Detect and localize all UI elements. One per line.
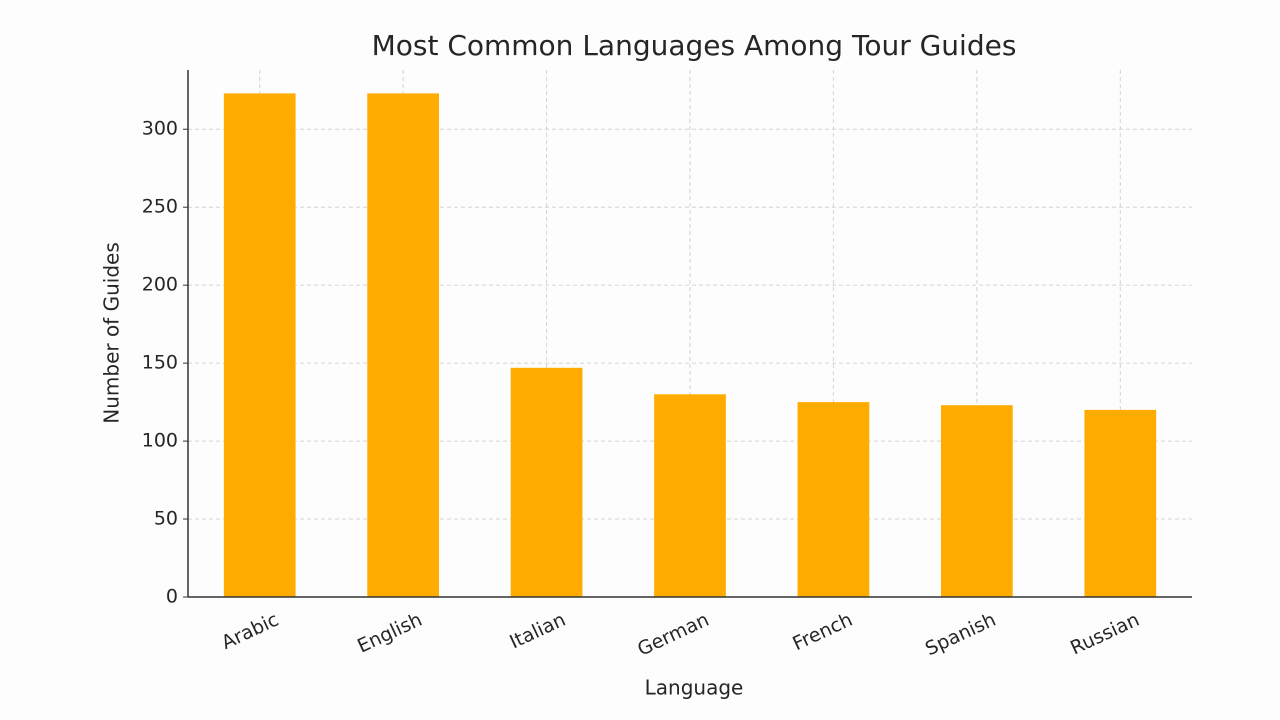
bar [797,402,870,597]
y-tick-label: 50 [154,508,178,530]
x-tick-label: Arabic [218,609,282,654]
x-tick-label: French [789,609,856,656]
x-tick-label: Spanish [922,609,999,661]
chart-title: Most Common Languages Among Tour Guides [372,29,1017,62]
x-tick-label: English [354,609,425,658]
bar [510,367,583,597]
y-tick-label: 200 [142,274,178,296]
x-axis-label: Language [645,676,744,700]
y-tick-label: 0 [166,586,178,608]
x-tick-label: Russian [1067,609,1143,660]
bar [1084,409,1157,597]
x-tick-label: Italian [506,609,569,654]
x-tick-label: German [634,609,712,661]
y-tick-label: 300 [142,118,178,140]
y-tick-label: 250 [142,196,178,218]
bar [941,405,1013,597]
bar [223,93,296,597]
y-tick-label: 150 [142,352,178,374]
y-tick-label: 100 [142,430,178,452]
y-axis-label: Number of Guides [100,242,124,423]
bar [654,394,726,597]
bar [367,93,439,597]
